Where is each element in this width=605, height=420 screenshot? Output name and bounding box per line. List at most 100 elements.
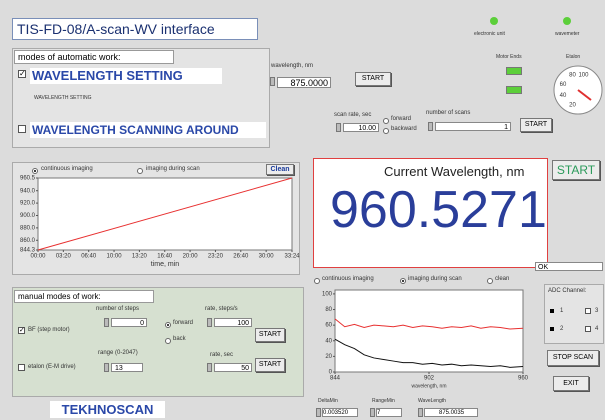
current-value: 960.5271	[330, 181, 547, 239]
y-tick-label: 860.0	[20, 238, 36, 244]
rate2-field[interactable]: 50	[214, 363, 252, 372]
label: backward	[391, 126, 417, 132]
checkbox[interactable]	[18, 125, 26, 133]
x-tick-label: 03:20	[56, 254, 72, 260]
x-tick-label: 33:24	[284, 254, 300, 260]
checkbox[interactable]	[585, 326, 591, 332]
led	[563, 17, 571, 25]
label: electronic unit	[474, 31, 505, 37]
label: scan rate, sec	[334, 112, 372, 118]
spinner[interactable]	[270, 77, 275, 86]
led	[490, 17, 498, 25]
label: forward	[391, 116, 412, 122]
y-tick-label: 20	[325, 354, 332, 360]
gauge-label: 20	[569, 103, 576, 109]
exit-button[interactable]: EXIT	[553, 376, 589, 391]
spinner[interactable]	[336, 123, 341, 132]
radio[interactable]	[314, 278, 320, 284]
spinner[interactable]	[207, 318, 212, 327]
range-field[interactable]: 13	[111, 363, 143, 372]
y-tick-label: 940.0	[20, 188, 36, 194]
panel-title: manual modes of work:	[14, 290, 154, 303]
stop-button[interactable]: STOP SCAN	[547, 350, 599, 366]
label: ADC Channel:	[548, 288, 587, 294]
label: clean	[495, 276, 510, 282]
y-tick-label: 100	[322, 291, 333, 297]
label: WaveLength	[418, 398, 446, 404]
label: 3	[595, 308, 599, 314]
rate-field[interactable]: 100	[214, 318, 252, 327]
radio[interactable]	[32, 168, 38, 174]
y-tick-label: 40	[325, 338, 332, 344]
x-tick-label: 960	[518, 376, 529, 382]
gauge-needle	[577, 89, 592, 101]
radio[interactable]	[165, 338, 171, 344]
y-tick-label: 60	[325, 323, 332, 329]
spinner[interactable]	[104, 318, 109, 327]
gauge-label: 100	[578, 73, 589, 79]
label: rate, sec	[210, 352, 234, 358]
radio[interactable]	[165, 322, 171, 328]
label: Motor Ends	[496, 54, 522, 60]
steps-field[interactable]: 0	[111, 318, 147, 327]
start-button[interactable]: START	[355, 72, 391, 86]
y-tick-label: 0	[329, 370, 333, 376]
x-tick-label: 23:20	[208, 254, 224, 260]
y-tick-label: 80	[325, 307, 332, 313]
start-button[interactable]: START	[255, 328, 285, 342]
label: rate, steps/s	[205, 306, 238, 312]
line-series	[334, 338, 524, 368]
spectrum-chart: 0 20 40 60 80 100 844 902 960 wavelength, nm	[322, 289, 529, 389]
spinner[interactable]	[316, 408, 321, 417]
spinner[interactable]	[370, 408, 375, 417]
checkbox[interactable]: ✓	[18, 69, 26, 78]
panel-title: modes of automatic work:	[14, 50, 174, 64]
rangemin-field[interactable]: 7	[376, 408, 402, 417]
x-axis-label: wavelength, nm	[411, 383, 446, 389]
x-tick-label: 902	[424, 376, 435, 382]
spinner[interactable]	[418, 408, 423, 417]
current-panel	[313, 158, 548, 268]
x-tick-label: 00:00	[30, 254, 46, 260]
y-tick-label: 900.0	[20, 213, 36, 219]
start-button[interactable]: START	[520, 118, 552, 132]
radio[interactable]	[383, 128, 389, 134]
radio[interactable]	[383, 118, 389, 124]
wavelength-field[interactable]: 875.0000	[277, 77, 331, 88]
label: wavelength, nm	[271, 63, 314, 69]
checkbox[interactable]	[18, 364, 25, 371]
label: forward	[173, 320, 194, 326]
manual-panel	[12, 287, 304, 397]
plot-area	[334, 289, 524, 373]
scans-field[interactable]: 1	[435, 122, 511, 131]
checkbox[interactable]: ✓	[18, 327, 25, 334]
scan-rate-field[interactable]: 10.00	[343, 123, 379, 132]
label: BF (step motor)	[28, 327, 70, 333]
start-button[interactable]: START	[255, 358, 285, 372]
spinner[interactable]	[207, 363, 212, 372]
clean-button[interactable]: Clean	[266, 164, 294, 175]
label: RangeMin	[372, 398, 395, 404]
checkbox-on[interactable]	[550, 309, 554, 313]
label: number of steps	[96, 306, 140, 312]
current-title: Current Wavelength, nm	[384, 164, 525, 179]
spinner[interactable]	[428, 122, 433, 131]
y-tick-label: 960.5	[20, 176, 36, 182]
checkbox[interactable]	[585, 308, 591, 314]
label: WAVELENGTH SETTING	[34, 95, 92, 101]
label: continuous imaging	[322, 276, 374, 282]
label: Etalon	[566, 54, 581, 60]
start-button[interactable]: START	[552, 160, 600, 180]
radio[interactable]	[137, 168, 143, 174]
radio[interactable]	[487, 278, 493, 284]
label: 4	[595, 326, 599, 332]
radio[interactable]	[400, 278, 406, 284]
spinner[interactable]	[104, 363, 109, 372]
x-tick-label: 06:40	[81, 254, 97, 260]
line-series	[37, 177, 293, 251]
label: wavemeter	[555, 31, 580, 37]
label: DeltaMin	[318, 398, 338, 404]
wave-field[interactable]: 875.0035	[424, 408, 478, 417]
delta-field[interactable]: 0.003520	[322, 408, 358, 417]
checkbox-on[interactable]	[550, 327, 554, 331]
